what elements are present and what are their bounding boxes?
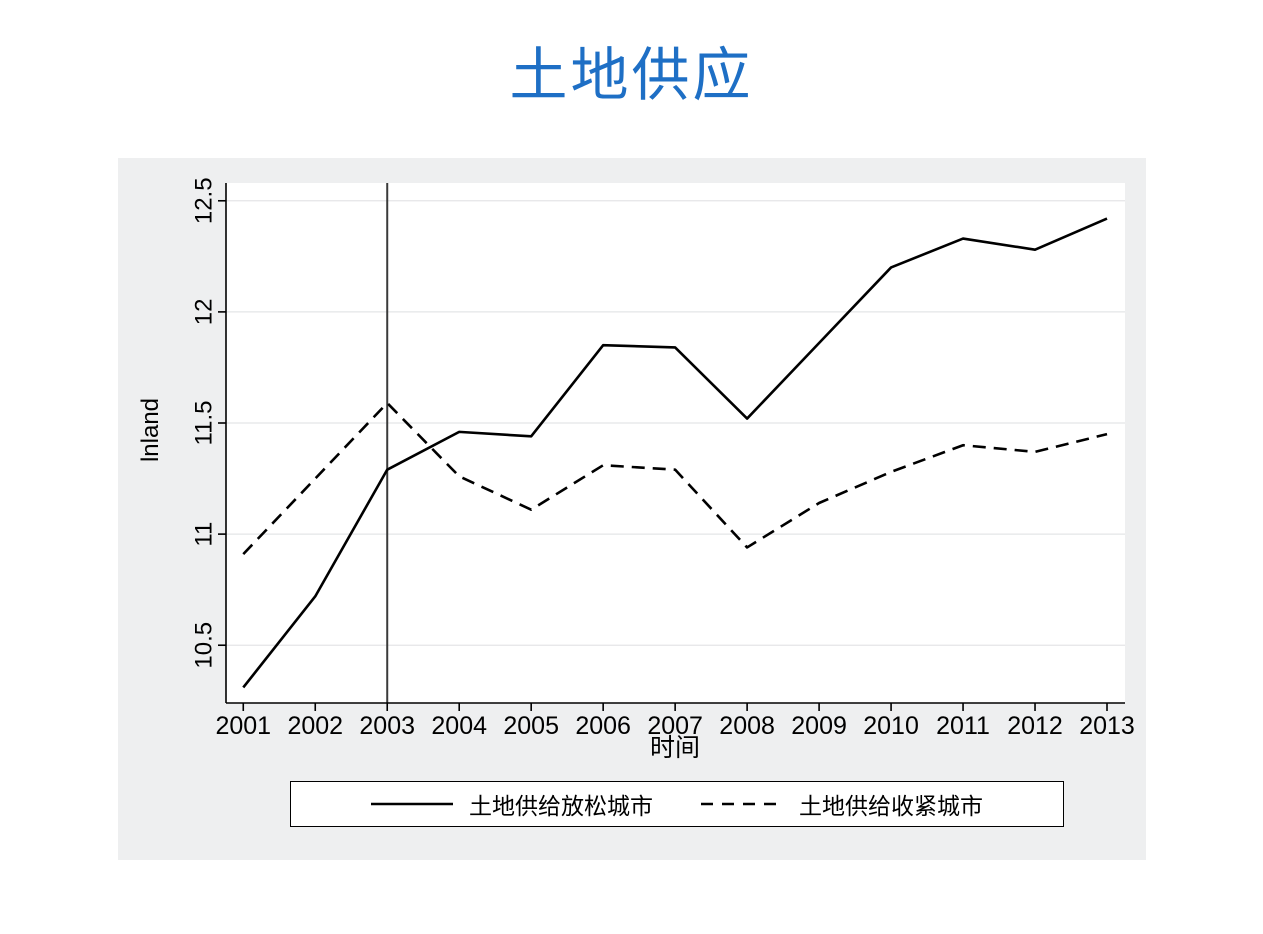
- x-tick-label: 2010: [863, 712, 919, 740]
- figure: 10.5 11 11.5 12 12.5 2001 2002 2003 2004 2005 2006…: [118, 158, 1146, 860]
- x-tick-label: 2009: [791, 712, 847, 740]
- series-line-relaxed: [242, 217, 1108, 689]
- plot-area: [226, 183, 1125, 703]
- x-axis-label: 时间: [649, 735, 700, 762]
- legend-label-tightened: 土地供给收紧城市: [799, 794, 983, 819]
- line-chart: 10.5 11 11.5 12 12.5 2001 2002 2003 2004 2005 2006…: [191, 177, 1135, 740]
- y-tick-label: 11: [191, 522, 218, 547]
- dashed-line-sample-icon: [701, 802, 783, 806]
- x-tick-label: 2008: [719, 712, 775, 740]
- y-tick-label: 11.5: [191, 401, 218, 446]
- legend-item-relaxed: 土地供给放松城市: [371, 787, 653, 821]
- y-tick-label: 10.5: [191, 622, 218, 669]
- x-tick-label: 2006: [575, 712, 631, 740]
- x-tick-label: 2013: [1079, 712, 1135, 740]
- legend-label-relaxed: 土地供给放松城市: [469, 794, 653, 819]
- series-line-tightened: [242, 401, 1108, 556]
- legend-item-tightened: 土地供给收紧城市: [701, 787, 983, 821]
- x-tick-label: 2011: [936, 712, 990, 740]
- x-tick-label: 2007: [647, 712, 703, 740]
- solid-line-sample-icon: [371, 802, 453, 806]
- x-tick-label: 2005: [503, 712, 559, 740]
- x-tick-label: 2001: [215, 712, 271, 740]
- legend: 土地供给放松城市 土地供给收紧城市: [290, 781, 1064, 827]
- x-tick-label: 2003: [359, 712, 415, 740]
- y-axis-label: lnland: [137, 397, 164, 463]
- x-tick-label: 2012: [1007, 712, 1063, 740]
- y-tick-label: 12.5: [191, 177, 218, 224]
- x-tick-label: 2002: [287, 712, 343, 740]
- y-tick-label: 12: [191, 299, 218, 326]
- chart-title: 土地供应: [509, 43, 754, 108]
- x-tick-label: 2004: [431, 712, 487, 740]
